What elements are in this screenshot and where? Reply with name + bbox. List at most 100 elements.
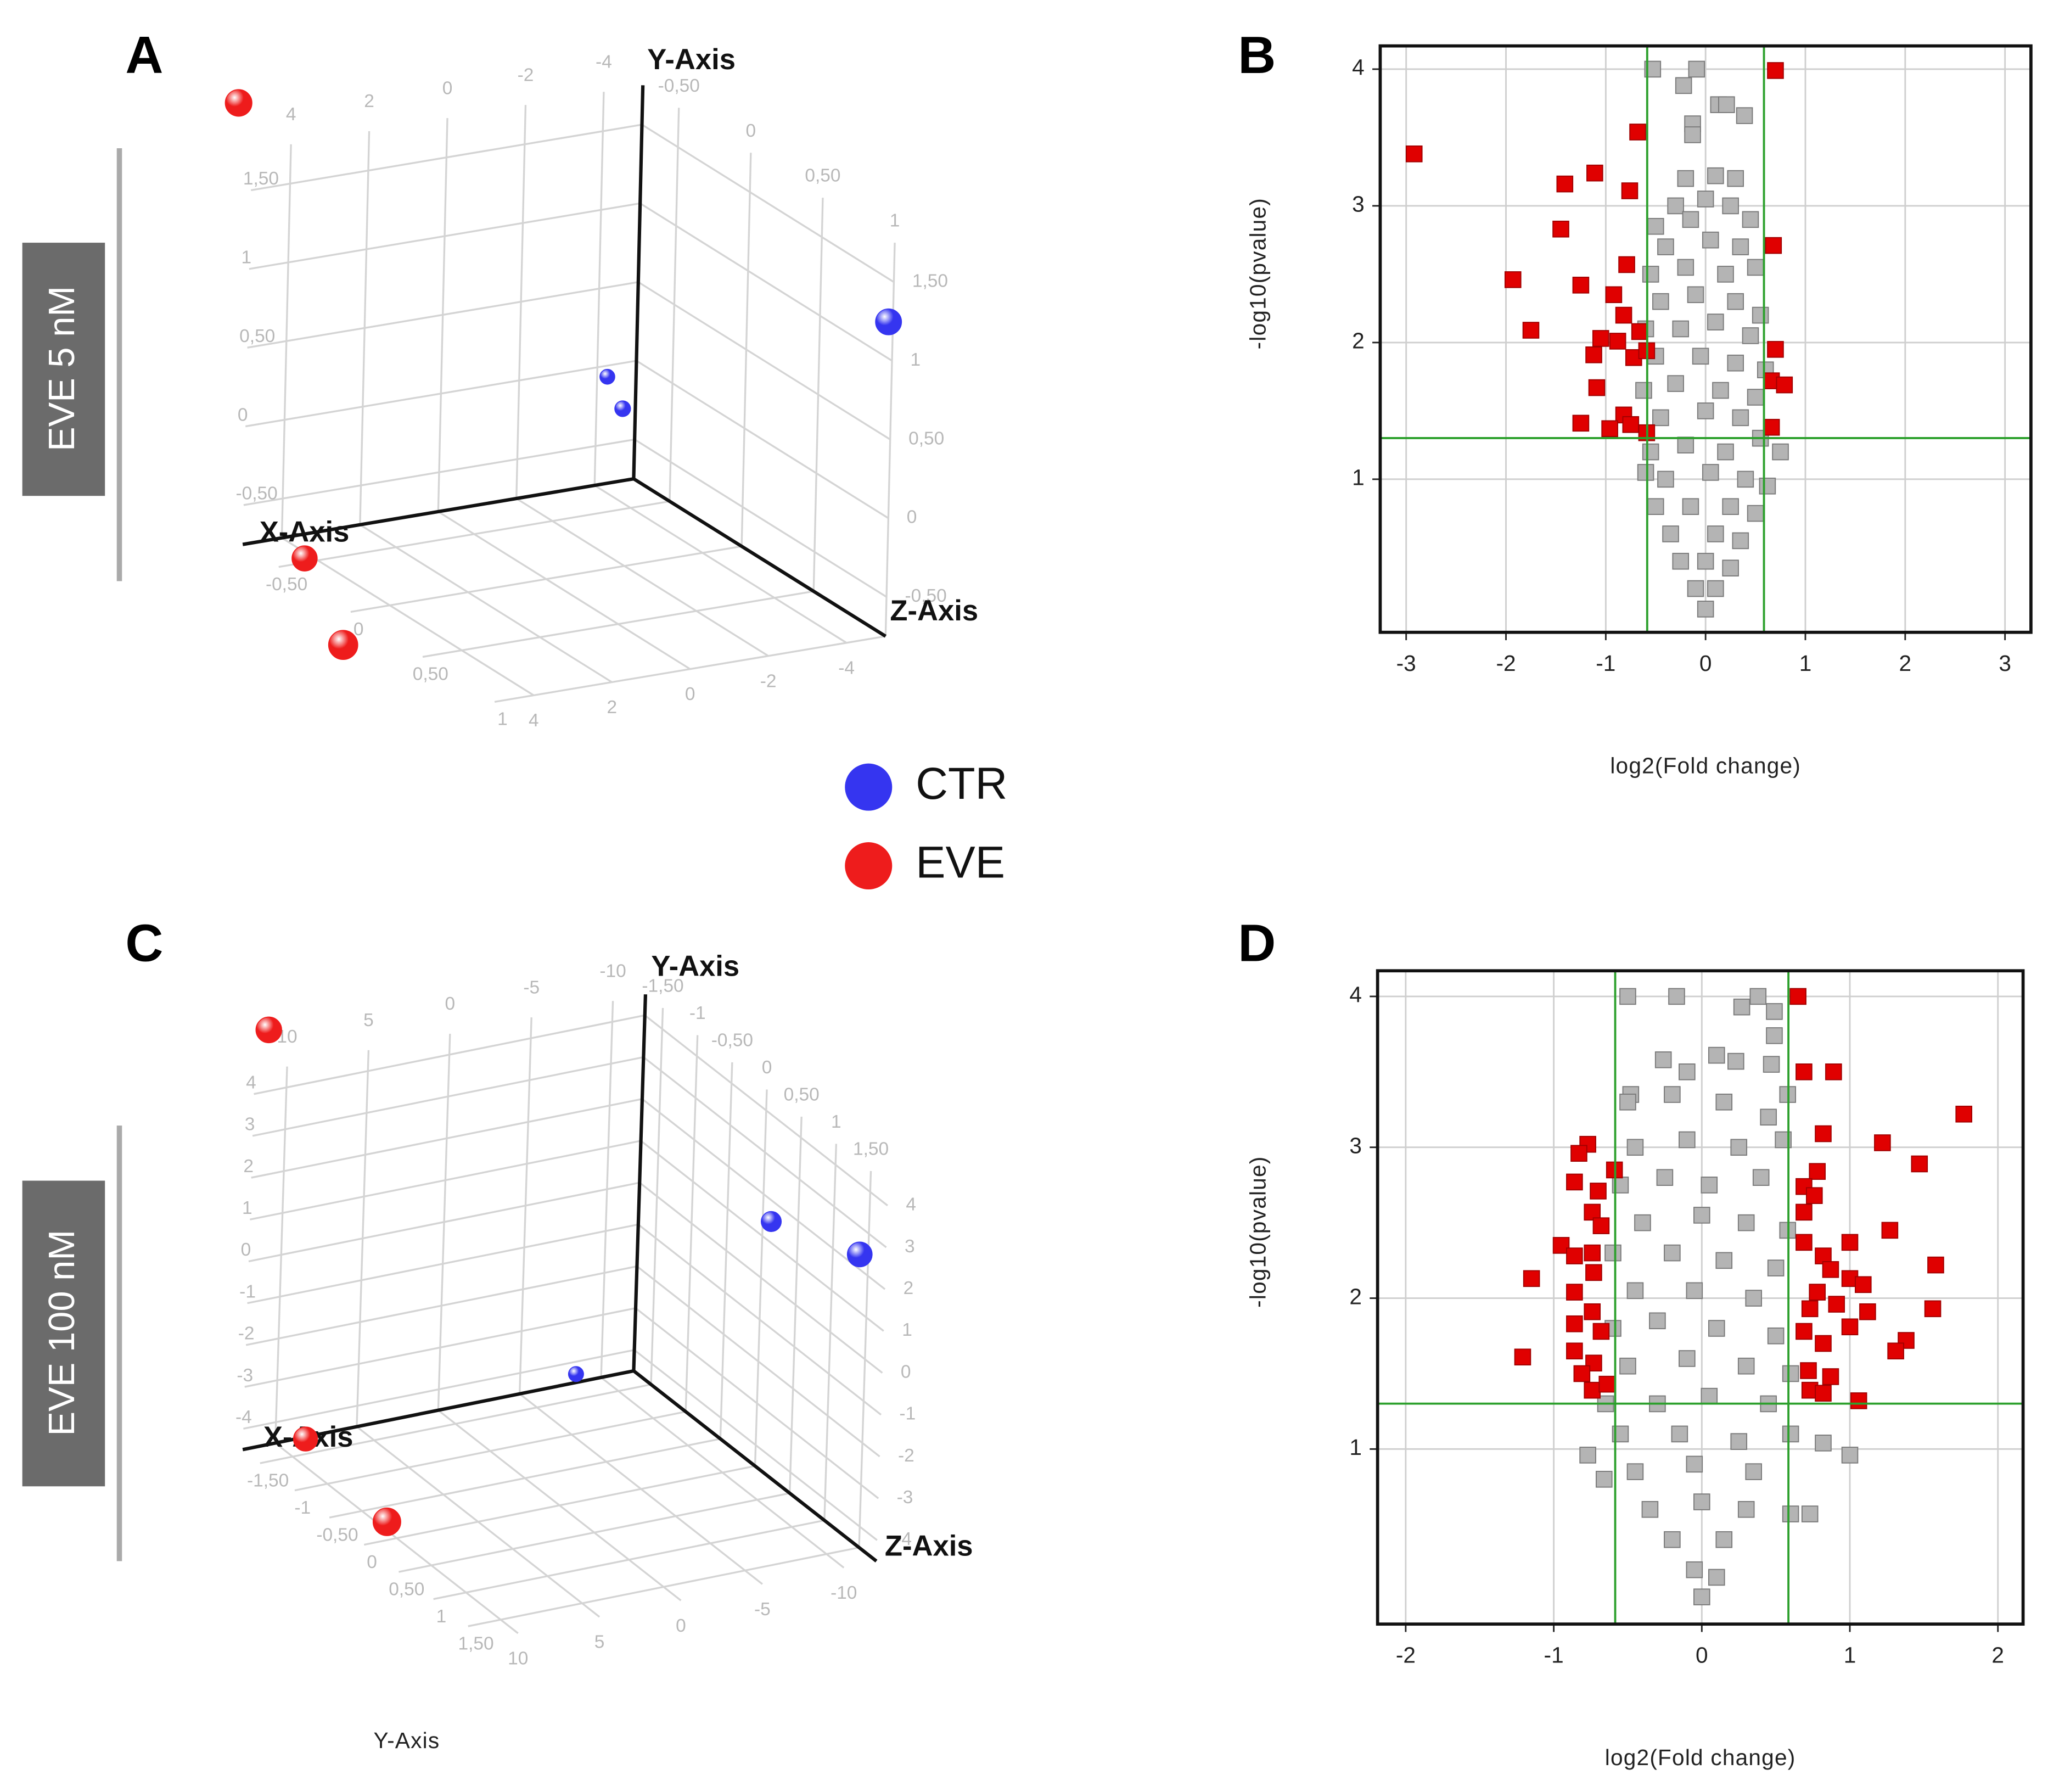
point — [1664, 1531, 1681, 1548]
z-tick-label: -0,50 — [711, 1031, 753, 1051]
point — [1782, 1505, 1799, 1522]
z-tick-label: 0,50 — [413, 664, 448, 685]
point — [1809, 1284, 1826, 1301]
axis-label: Z-Axis — [885, 1530, 973, 1562]
point — [1697, 601, 1714, 618]
grid-line — [422, 590, 814, 658]
grid-line — [437, 511, 691, 670]
y-tick-label: 2 — [904, 1278, 914, 1298]
point — [1697, 552, 1714, 570]
point — [1667, 197, 1684, 215]
point — [1605, 286, 1623, 304]
point — [1652, 409, 1669, 427]
point — [1795, 1323, 1813, 1340]
x-tick-label: -10 — [599, 961, 626, 981]
point — [1747, 389, 1764, 406]
y-tick-label: 0 — [907, 507, 917, 528]
point — [1841, 1234, 1859, 1251]
point — [1887, 1342, 1904, 1360]
grid-line — [247, 281, 639, 349]
point — [1708, 1046, 1725, 1064]
y-tick-label: 0,50 — [908, 428, 944, 449]
y-tick-label: 1,50 — [243, 169, 279, 189]
grid-line — [294, 1410, 686, 1492]
point — [1592, 1323, 1610, 1340]
point — [1767, 341, 1784, 358]
y-tick-label: -4 — [895, 1529, 912, 1549]
y-tick-label: 2 — [243, 1156, 254, 1177]
grid-line — [243, 1349, 635, 1430]
point — [1592, 1217, 1610, 1234]
x-tick-label: 0 — [685, 684, 695, 704]
point — [1615, 306, 1632, 324]
y-tick-label: 1 — [1352, 465, 1365, 490]
x-axis-label: log2(Fold change) — [1610, 753, 1801, 779]
point — [1566, 1247, 1583, 1264]
point — [1654, 1051, 1672, 1068]
point — [1715, 1531, 1733, 1548]
point — [1697, 402, 1714, 419]
grid-line — [639, 202, 893, 362]
x-tick-label: 1 — [1844, 1643, 1856, 1668]
point — [1736, 107, 1753, 124]
grid-line — [281, 537, 535, 696]
point — [1584, 1381, 1601, 1399]
y-tick-label: 4 — [1349, 982, 1362, 1007]
z-tick-label: 1,50 — [458, 1633, 494, 1654]
x-tick-label: 0 — [445, 994, 456, 1014]
point — [1727, 354, 1744, 372]
point — [1619, 1357, 1636, 1375]
point — [1686, 1561, 1703, 1578]
point — [1772, 443, 1789, 461]
x-tick-label: 4 — [529, 710, 539, 731]
y-tick-label: 1 — [242, 1198, 253, 1218]
x-tick-label: -4 — [596, 52, 612, 72]
point — [1586, 164, 1603, 182]
grid-line — [359, 524, 613, 683]
point — [1927, 1256, 1944, 1274]
legend-label: EVE — [916, 838, 1005, 888]
point — [255, 1016, 282, 1044]
point — [1672, 552, 1690, 570]
axis-label: Y-Axis — [647, 43, 736, 76]
x-tick-label: -2 — [1396, 1643, 1416, 1668]
point — [1701, 1387, 1718, 1405]
point — [1692, 348, 1709, 365]
point — [328, 630, 358, 660]
y-tick-label: 3 — [1349, 1133, 1362, 1158]
point — [1822, 1261, 1839, 1278]
y-tick-label: -0,50 — [905, 586, 946, 606]
grid-line — [329, 1438, 721, 1519]
point — [1737, 1500, 1755, 1518]
point — [1618, 256, 1635, 273]
grid-line — [363, 1465, 755, 1546]
point — [1693, 1207, 1710, 1224]
x-tick-label: 5 — [363, 1010, 374, 1031]
point — [1675, 77, 1692, 94]
z-tick-label: -1 — [689, 1003, 706, 1023]
x-tick-label: -2 — [1496, 651, 1516, 676]
grid-line — [789, 1116, 803, 1493]
point — [1747, 505, 1764, 522]
grid-line — [249, 202, 641, 270]
point — [1682, 498, 1699, 515]
z-tick-label: 1,50 — [853, 1139, 889, 1160]
grid-line — [399, 1492, 790, 1573]
z-tick-label: 0 — [746, 121, 756, 141]
grid-line — [637, 281, 891, 440]
y-tick-label: 0 — [238, 405, 248, 425]
grid-line — [634, 439, 887, 598]
y-tick-label: -3 — [237, 1365, 253, 1386]
group-box — [22, 243, 105, 496]
point — [1911, 1155, 1928, 1173]
point — [1752, 306, 1769, 324]
point — [875, 308, 902, 335]
z-tick-label: 0 — [354, 619, 364, 640]
point — [1552, 220, 1569, 238]
z-tick-label: 1 — [831, 1112, 841, 1132]
grid-line — [243, 438, 635, 506]
grid-line — [515, 497, 769, 657]
point — [1795, 1234, 1813, 1251]
grid-line — [244, 1307, 636, 1388]
